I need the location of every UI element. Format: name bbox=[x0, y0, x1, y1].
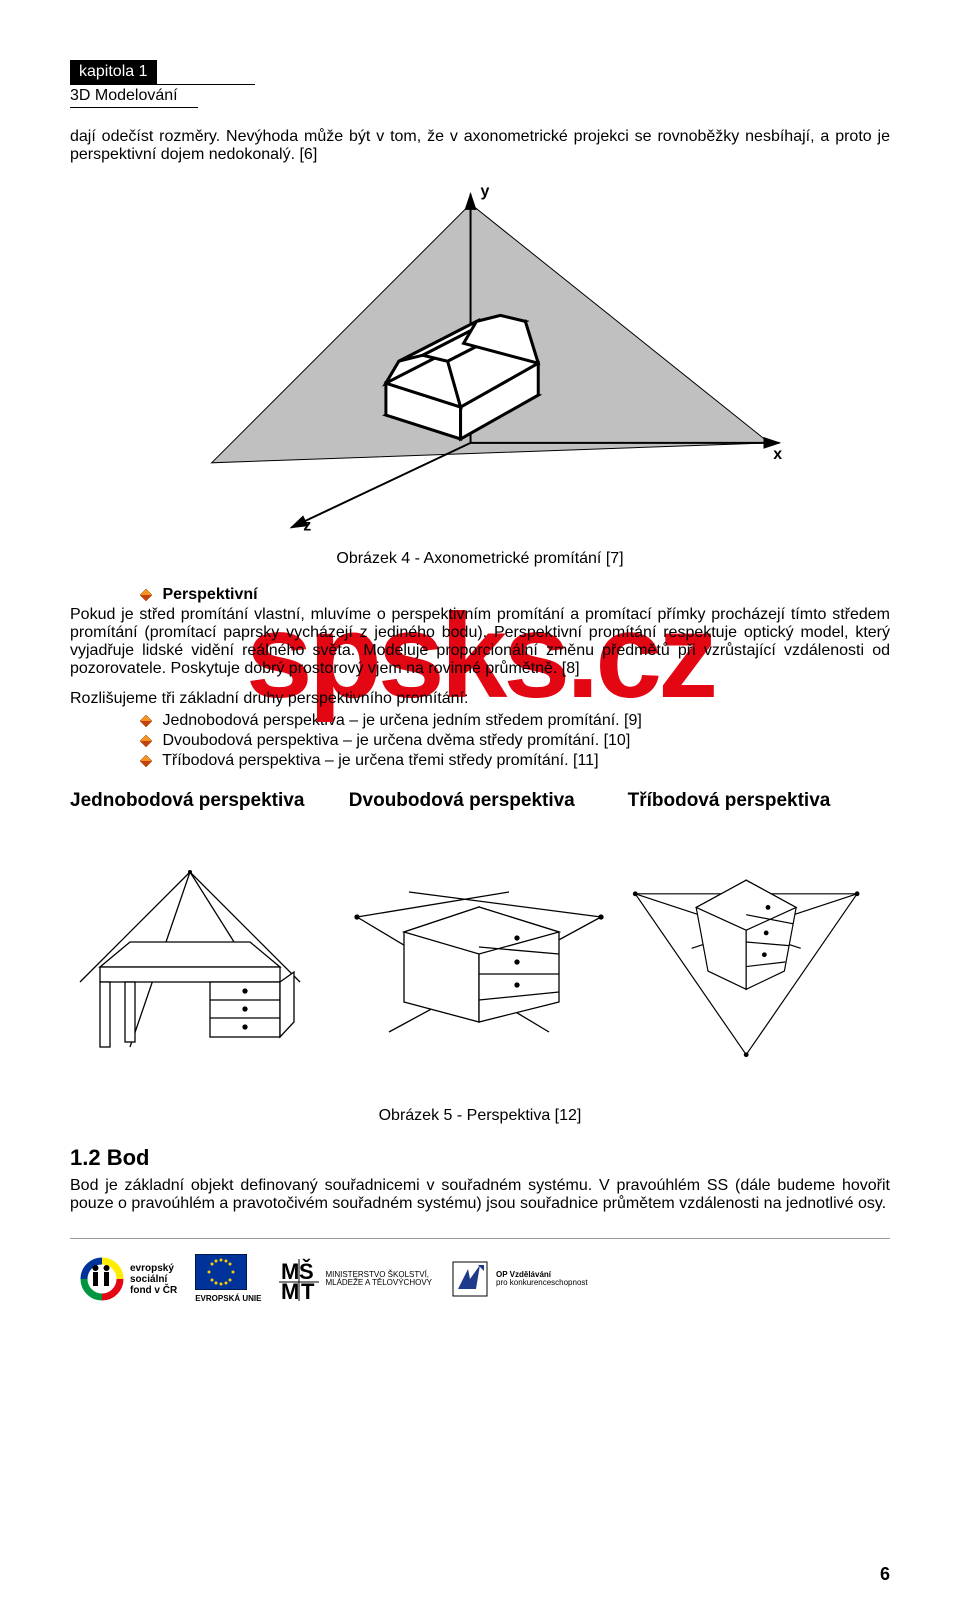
msmt-line2: MLÁDEŽE A TĚLOVÝCHOVY bbox=[325, 1279, 432, 1288]
msmt-text: MINISTERSTVO ŠKOLSTVÍ, MLÁDEŽE A TĚLOVÝC… bbox=[325, 1271, 432, 1289]
op-line2: pro konkurenceschopnost bbox=[496, 1279, 588, 1288]
figure-axonometric: y x z bbox=[132, 184, 829, 542]
perspective-col-title: Dvoubodová perspektiva bbox=[349, 790, 611, 812]
perspective-col-3: Tříbodová perspektiva bbox=[628, 790, 890, 1067]
bullet-icon bbox=[140, 755, 152, 767]
eu-flag-icon bbox=[195, 1254, 247, 1290]
svg-text:z: z bbox=[303, 518, 311, 535]
perspective-col-1: Jednobodová perspektiva bbox=[70, 790, 332, 1067]
perspective-bullet-list: Jednobodová perspektiva – je určena jedn… bbox=[140, 712, 890, 770]
perspective-col-2: Dvoubodová perspektiva bbox=[349, 790, 611, 1067]
perspective-list-intro: Rozlišujeme tři základní druhy perspekti… bbox=[70, 690, 890, 708]
section-heading-bod: 1.2 Bod bbox=[70, 1145, 890, 1171]
perspective-heading: Perspektivní bbox=[162, 586, 257, 603]
chapter-label: kapitola 1 bbox=[70, 60, 157, 84]
bullet-icon bbox=[140, 589, 152, 601]
perspective-heading-row: Perspektivní bbox=[140, 586, 890, 604]
list-item: Dvoubodová perspektiva – je určena dvěma… bbox=[140, 732, 890, 750]
msmt-logo: M Š M T MINISTERSTVO ŠKOLSTVÍ, MLÁDEŽE A… bbox=[279, 1257, 432, 1301]
eu-text: EVROPSKÁ UNIE bbox=[195, 1295, 261, 1304]
perspective-figures-row: Jednobodová perspektiva bbox=[70, 790, 890, 1067]
esf-icon bbox=[80, 1257, 124, 1301]
page-number: 6 bbox=[880, 1564, 890, 1585]
op-logo: OP Vzdělávání pro konkurenceschopnost bbox=[450, 1259, 588, 1299]
esf-line1: evropský bbox=[130, 1263, 174, 1274]
bullet-icon bbox=[140, 735, 152, 747]
chapter-subtitle: 3D Modelování bbox=[70, 87, 198, 108]
op-text: OP Vzdělávání pro konkurenceschopnost bbox=[496, 1271, 588, 1289]
chapter-header: kapitola 1 3D Modelování bbox=[70, 60, 890, 108]
intro-paragraph: dají odečíst rozměry. Nevýhoda může být … bbox=[70, 128, 890, 164]
svg-text:x: x bbox=[773, 446, 782, 463]
list-item-text: Dvoubodová perspektiva – je určena dvěma… bbox=[162, 732, 630, 749]
figure-two-point bbox=[349, 862, 609, 1062]
esf-logo: evropský sociální fond v ČR bbox=[80, 1257, 177, 1301]
eu-logo: EVROPSKÁ UNIE bbox=[195, 1254, 261, 1304]
svg-text:y: y bbox=[480, 184, 489, 200]
section-bod-paragraph: Bod je základní objekt definovaný souřad… bbox=[70, 1177, 890, 1213]
figure-three-point bbox=[628, 862, 864, 1062]
perspective-col-title: Tříbodová perspektiva bbox=[628, 790, 890, 812]
esf-line2: sociální bbox=[130, 1274, 167, 1285]
esf-line3: fond v ČR bbox=[130, 1285, 177, 1296]
op-icon bbox=[450, 1259, 490, 1299]
esf-text: evropský sociální fond v ČR bbox=[130, 1263, 177, 1296]
figure1-caption: Obrázek 4 - Axonometrické promítání [7] bbox=[70, 550, 890, 568]
list-item-text: Jednobodová perspektiva – je určena jedn… bbox=[162, 712, 641, 729]
perspective-paragraph: Pokud je střed promítání vlastní, mluvím… bbox=[70, 606, 890, 678]
msmt-icon: M Š M T bbox=[279, 1257, 319, 1301]
footer-logos: evropský sociální fond v ČR bbox=[70, 1254, 890, 1304]
figure-one-point bbox=[70, 862, 310, 1062]
list-item-text: Tříbodová perspektiva – je určena třemi … bbox=[162, 752, 598, 769]
list-item: Tříbodová perspektiva – je určena třemi … bbox=[140, 752, 890, 770]
op-line1: OP Vzdělávání bbox=[496, 1270, 551, 1279]
footer-divider bbox=[70, 1238, 890, 1239]
list-item: Jednobodová perspektiva – je určena jedn… bbox=[140, 712, 890, 730]
perspective-col-title: Jednobodová perspektiva bbox=[70, 790, 332, 812]
figure5-caption: Obrázek 5 - Perspektiva [12] bbox=[70, 1107, 890, 1125]
bullet-icon bbox=[140, 715, 152, 727]
